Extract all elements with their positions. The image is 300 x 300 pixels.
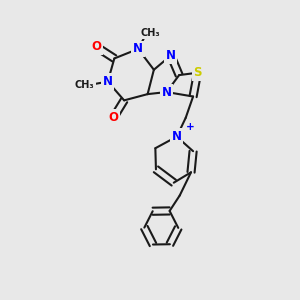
Text: CH₃: CH₃ xyxy=(141,28,160,38)
Text: O: O xyxy=(109,111,119,124)
Text: N: N xyxy=(166,49,176,62)
Text: CH₃: CH₃ xyxy=(75,80,94,90)
Text: N: N xyxy=(172,130,182,143)
Text: N: N xyxy=(103,75,113,88)
Text: N: N xyxy=(162,85,172,98)
Text: S: S xyxy=(193,66,202,79)
Text: +: + xyxy=(186,122,194,132)
Text: O: O xyxy=(91,40,101,53)
Text: N: N xyxy=(133,42,143,56)
